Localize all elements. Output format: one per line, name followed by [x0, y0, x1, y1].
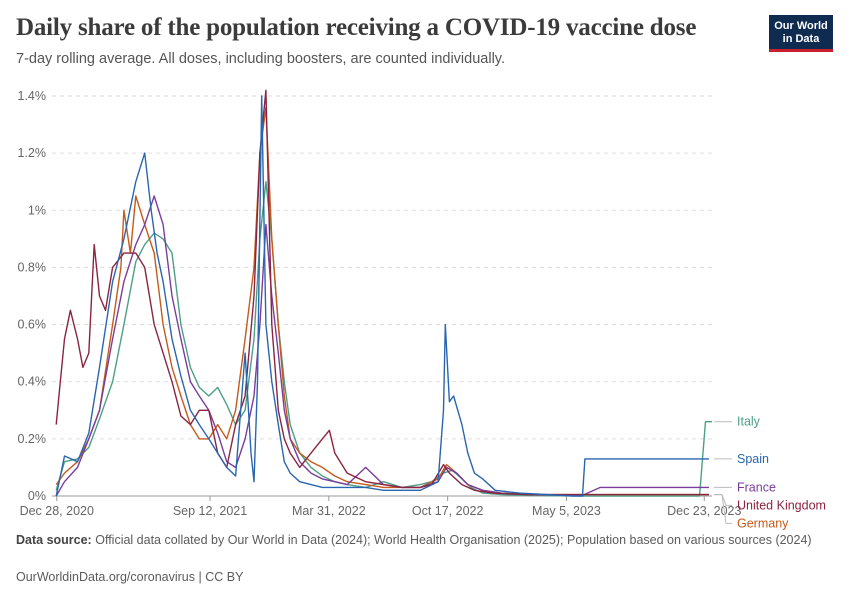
- x-tick-label: Dec 23, 2023: [667, 504, 741, 518]
- source-text: Official data collated by Our World in D…: [95, 533, 812, 547]
- logo-line-2: in Data: [782, 33, 820, 45]
- legend-label-spain[interactable]: Spain: [737, 452, 769, 466]
- source-note: Data source: Official data collated by O…: [16, 533, 816, 548]
- x-tick-label: Sep 12, 2021: [173, 504, 247, 518]
- y-tick-label: 1.2%: [18, 146, 47, 160]
- line-chart: 0% 0.2% 0.4% 0.6% 0.8% 1% 1.2% 1.4% Dec 28, 202…: [18, 89, 826, 530]
- x-tick-label: Mar 31, 2022: [292, 504, 366, 518]
- y-tick-label: 0.4%: [18, 375, 47, 389]
- chart-grid: [52, 95, 712, 497]
- chart-subtitle: 7-day rolling average. All doses, includ…: [16, 51, 505, 67]
- chart-title: Daily share of the population receiving …: [16, 14, 697, 41]
- series-line-spain[interactable]: [55, 95, 709, 497]
- series-line-germany[interactable]: [55, 106, 709, 496]
- owid-logo[interactable]: Our World in Data: [769, 15, 833, 52]
- legend-label-germany[interactable]: Germany: [737, 516, 789, 530]
- series-line-united-kingdom[interactable]: [55, 89, 709, 496]
- y-tick-label: 1.4%: [18, 89, 47, 103]
- legend-label-united-kingdom[interactable]: United Kingdom: [737, 498, 826, 512]
- logo-line-1: Our World: [774, 20, 828, 32]
- series-line-italy[interactable]: [55, 180, 712, 497]
- y-tick-label: 0.2%: [18, 432, 47, 446]
- series-lines: [55, 89, 712, 497]
- y-tick-label: 0.6%: [18, 318, 47, 332]
- x-tick-label: Oct 17, 2022: [412, 504, 484, 518]
- source-label: Data source:: [16, 533, 92, 547]
- x-tick-label: May 5, 2023: [532, 504, 601, 518]
- y-tick-label: 0.8%: [18, 260, 47, 274]
- legend-label-italy[interactable]: Italy: [737, 415, 761, 429]
- y-tick-label: 1%: [28, 203, 46, 217]
- x-tick-label: Dec 28, 2020: [20, 504, 94, 518]
- legend: Italy Spain France United Kingdom Germany: [714, 415, 826, 530]
- legend-connector: [714, 494, 732, 524]
- y-tick-label: 0%: [28, 489, 46, 503]
- y-axis: 0% 0.2% 0.4% 0.6% 0.8% 1% 1.2% 1.4%: [18, 89, 47, 503]
- x-axis: Dec 28, 2020 Sep 12, 2021 Mar 31, 2022 Oct …: [20, 496, 742, 518]
- credit-line: OurWorldinData.org/coronavirus | CC BY: [16, 570, 244, 584]
- legend-label-france[interactable]: France: [737, 480, 776, 494]
- series-line-france[interactable]: [55, 195, 709, 497]
